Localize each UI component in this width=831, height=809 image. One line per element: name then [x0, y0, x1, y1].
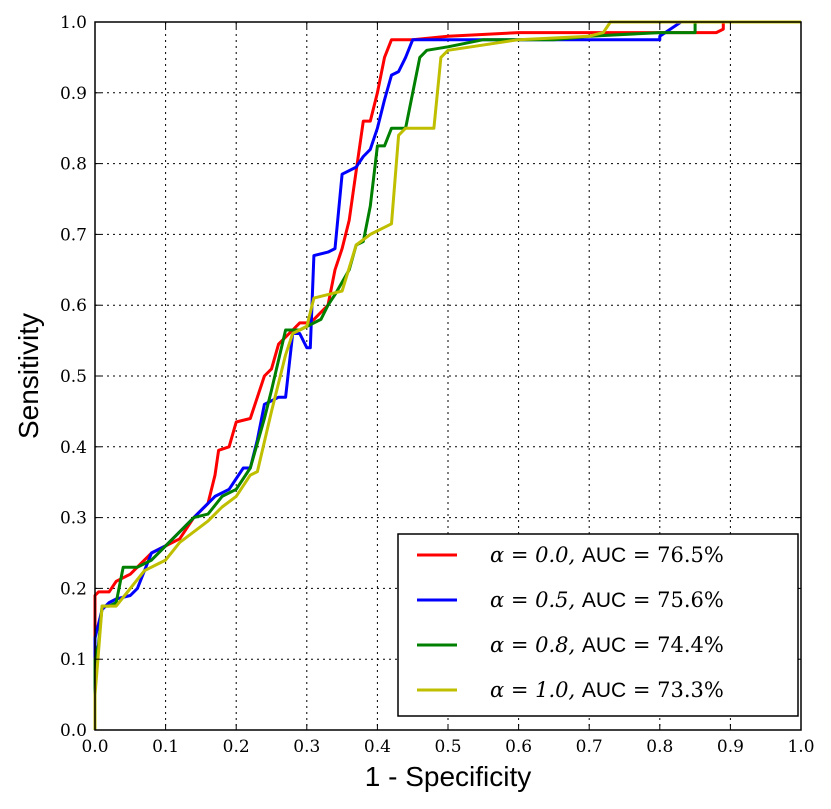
x-tick-label: 0.2 [223, 737, 250, 757]
y-tick-label: 0.6 [60, 296, 87, 316]
x-axis-title: 1 - Specificity [365, 761, 532, 792]
y-axis-title: Sensitivity [13, 313, 44, 439]
legend-auc-text: AUC [582, 544, 626, 567]
x-tick-label: 0.6 [505, 737, 532, 757]
y-tick-label: 0.2 [60, 579, 87, 599]
ticks: 0.0 0.1 0.2 0.3 0.4 0.5 0.6 0.7 0.8 0.9 1.0 0.0 0.1 0… [60, 13, 815, 757]
legend-auc-text: AUC [582, 634, 626, 657]
legend-auc-text: AUC [582, 589, 626, 612]
x-tick-label: 0.9 [717, 737, 744, 757]
x-tick-label: 0.0 [81, 737, 108, 757]
x-tick-label: 0.4 [364, 737, 391, 757]
legend-label: α = 0.8, AUC = 74.4% [490, 633, 724, 657]
x-tick-label: 0.8 [646, 737, 673, 757]
y-tick-label: 0.5 [60, 367, 87, 387]
legend-box [397, 533, 799, 717]
legend-auc-value: = 75.6% [626, 588, 724, 612]
roc-curve-series-3 [93, 20, 801, 730]
legend-alpha-text: α = 0.5, [490, 588, 582, 612]
x-tick-label: 0.7 [576, 737, 603, 757]
y-tick-label: 0.3 [60, 509, 87, 529]
legend-alpha-text: α = 0.0, [490, 543, 582, 567]
legend-alpha-text: α = 0.8, [490, 633, 582, 657]
x-tick-label: 0.3 [293, 737, 320, 757]
legend-label: α = 1.0, AUC = 73.3% [490, 678, 724, 702]
series-group [93, 20, 801, 730]
y-tick-label: 0.8 [60, 155, 87, 175]
legend-auc-value: = 76.5% [626, 543, 724, 567]
roc-curve-series-4 [93, 20, 801, 730]
x-tick-label: 0.5 [434, 737, 461, 757]
legend-auc-text: AUC [582, 679, 626, 702]
legend-label: α = 0.0, AUC = 76.5% [490, 543, 724, 567]
y-tick-label: 0.4 [60, 438, 87, 458]
y-tick-label: 0.9 [60, 84, 87, 104]
legend: α = 0.0, AUC = 76.5% α = 0.5, AUC = 75.6%… [397, 533, 799, 717]
x-tick-label: 1.0 [787, 737, 814, 757]
roc-curve-series-2 [93, 20, 801, 730]
legend-alpha-text: α = 1.0, [490, 678, 582, 702]
y-tick-label: 0.0 [60, 721, 87, 741]
x-tick-label: 0.1 [152, 737, 179, 757]
y-tick-label: 0.7 [60, 225, 87, 245]
legend-auc-value: = 74.4% [626, 633, 724, 657]
legend-label: α = 0.5, AUC = 75.6% [490, 588, 724, 612]
y-tick-label: 0.1 [60, 650, 87, 670]
y-tick-label: 1.0 [60, 13, 87, 33]
legend-auc-value: = 73.3% [626, 678, 724, 702]
